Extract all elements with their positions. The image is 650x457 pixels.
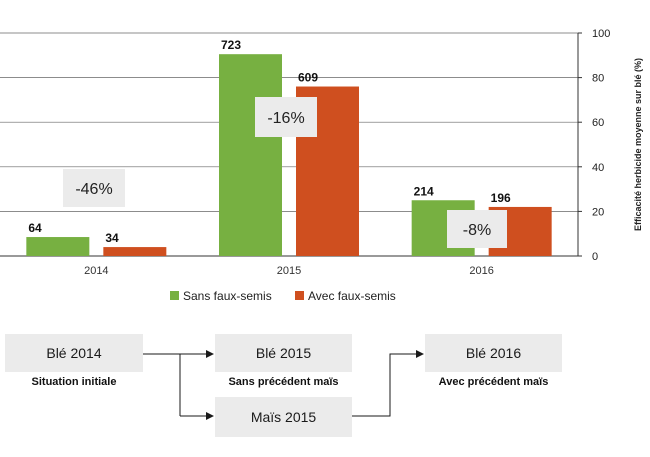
data-label: 214 bbox=[414, 184, 434, 198]
data-label: 64 bbox=[28, 221, 42, 235]
flow-box-ble-2016: Blé 2016 bbox=[425, 334, 562, 372]
annotation-box bbox=[447, 210, 507, 248]
legend-swatch-sans bbox=[170, 291, 179, 300]
caption-sans-precedent-mais: Sans précédent maïs bbox=[228, 376, 339, 388]
bar-sans-2015 bbox=[219, 54, 282, 257]
y-tick-label: 80 bbox=[592, 73, 604, 85]
data-label: 34 bbox=[105, 231, 119, 245]
data-label: 723 bbox=[221, 38, 241, 52]
y-tick-label: 20 bbox=[592, 206, 604, 218]
x-tick-label: 2014 bbox=[84, 265, 108, 277]
x-tick-label: 2016 bbox=[469, 265, 493, 277]
y-tick-label: 100 bbox=[592, 28, 610, 40]
flow-box-mais-2015: Maïs 2015 bbox=[215, 397, 352, 437]
bar-chart: 0 20 40 60 80 100 Efficacité herbicide moyenne… bbox=[0, 28, 643, 303]
data-label: 196 bbox=[491, 191, 511, 205]
annotation-label: -8% bbox=[463, 222, 491, 239]
caption-situation-initiale: Situation initiale bbox=[31, 376, 117, 388]
flow-box-ble-2014: Blé 2014 bbox=[5, 334, 143, 372]
annotation-label: -16% bbox=[267, 110, 304, 127]
y-tick-label: 40 bbox=[592, 162, 604, 174]
y-axis-title: Efficacité herbicide moyenne sur blé (%) bbox=[633, 58, 643, 231]
x-tick-label: 2015 bbox=[277, 265, 301, 277]
flow-box-ble-2015: Blé 2015 bbox=[215, 334, 352, 372]
caption-avec-precedent-mais: Avec précédent maïs bbox=[438, 376, 549, 388]
data-label: 609 bbox=[298, 71, 318, 85]
y-tick-label: 60 bbox=[592, 117, 604, 129]
annotation-box bbox=[255, 97, 317, 137]
arrow-mais-to-bl2016 bbox=[352, 350, 424, 417]
legend-label: Sans faux-semis bbox=[183, 289, 272, 303]
legend-label: Avec faux-semis bbox=[308, 289, 396, 303]
legend-swatch-avec bbox=[295, 291, 304, 300]
y-tick-label: 0 bbox=[592, 251, 598, 263]
annotation-label: -46% bbox=[75, 181, 112, 198]
annotation-box bbox=[63, 169, 125, 207]
bar-sans-2014 bbox=[26, 237, 90, 256]
bar-avec-2014 bbox=[103, 247, 167, 256]
